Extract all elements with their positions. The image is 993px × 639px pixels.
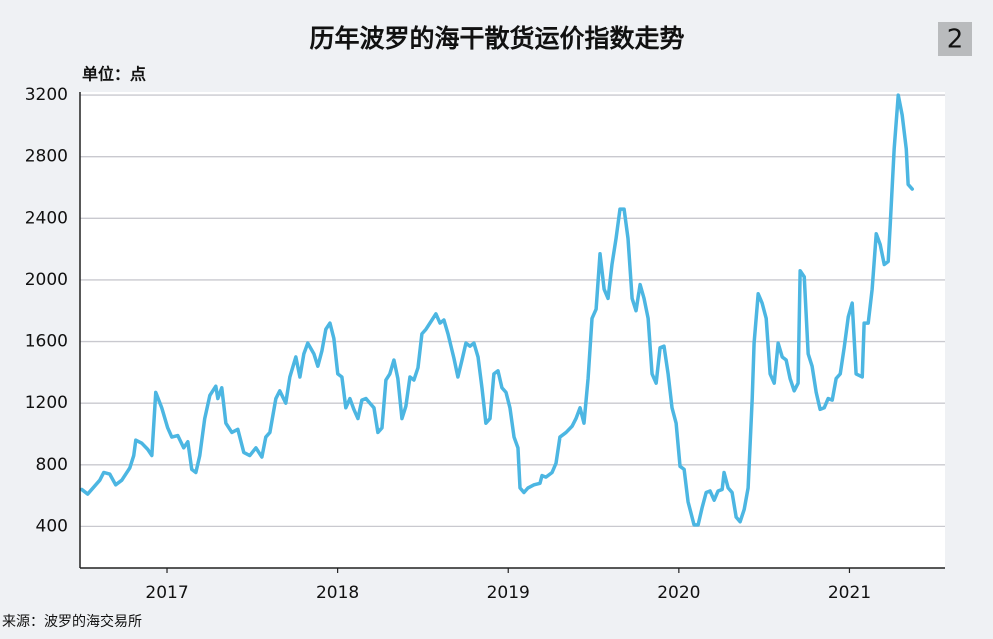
chart-title: 历年波罗的海干散货运价指数走势	[309, 24, 684, 53]
marks	[79, 93, 914, 527]
unit-label: 单位：点	[82, 65, 146, 84]
y-tick-label: 2800	[25, 147, 68, 167]
x-tick-label: 2020	[657, 583, 700, 603]
x-tick-label: 2017	[145, 583, 188, 603]
y-tick-label: 1200	[25, 393, 68, 413]
grid	[80, 94, 945, 528]
y-tick-label: 2000	[25, 270, 68, 290]
badge: 2	[947, 25, 964, 55]
y-tick-label: 2400	[25, 208, 68, 228]
y-tick-label: 3200	[25, 85, 68, 105]
y-tick-label: 800	[36, 455, 68, 475]
x-tick-label: 2018	[316, 583, 359, 603]
x-tick-label: 2021	[828, 583, 871, 603]
data-line	[79, 93, 914, 527]
plot-area	[80, 92, 945, 568]
x-tick-label: 2019	[487, 583, 530, 603]
source: 来源：波罗的海交易所	[2, 613, 142, 630]
badge-box	[938, 22, 972, 56]
y-tick-label: 400	[36, 516, 68, 536]
y-tick-label: 1600	[25, 332, 68, 352]
